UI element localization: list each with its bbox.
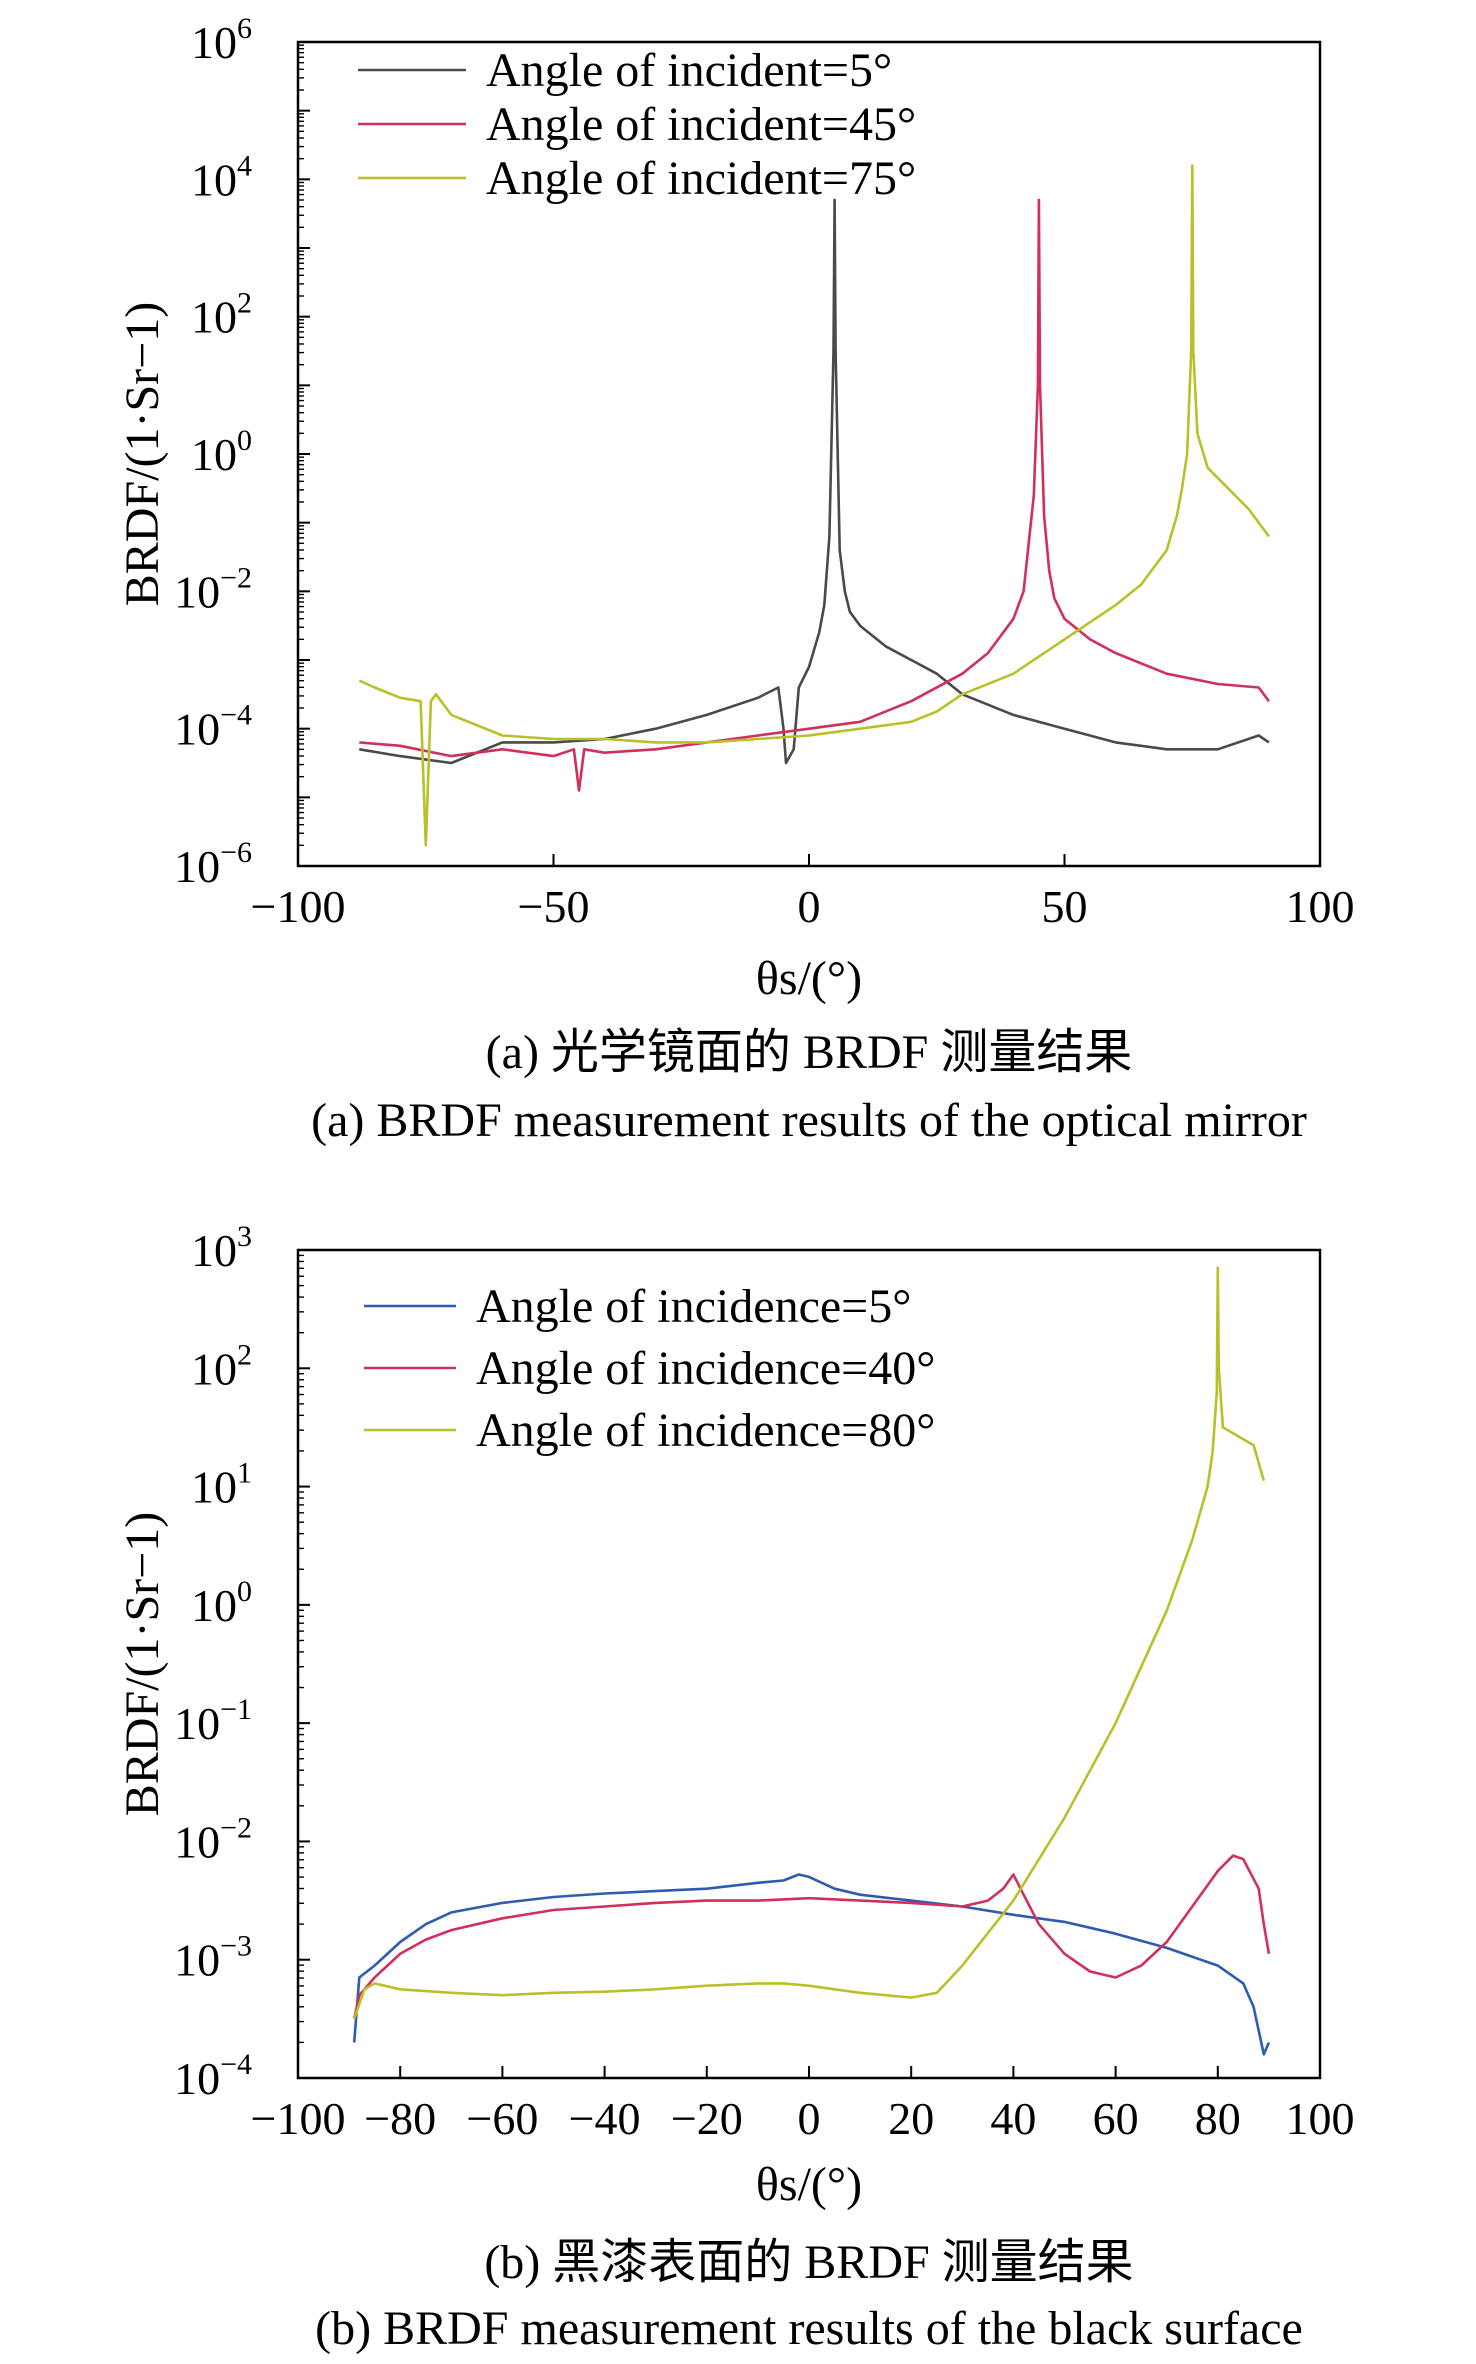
- x-tick-label: −80: [364, 2093, 436, 2144]
- panel-b-chart: −100 −80 −60 −40 −20 0 20 40 60 80 100 10310210110…: [116, 1220, 1355, 2355]
- series-line-1: [359, 198, 1270, 765]
- legend-label-1: Angle of incident=5°: [486, 44, 892, 97]
- x-tick-label: 60: [1093, 2093, 1139, 2144]
- y-tick-label: 100: [191, 1575, 252, 1631]
- legend-label-1: Angle of incidence=5°: [476, 1280, 911, 1333]
- series-line-2: [352, 1854, 1271, 2020]
- series-line-3: [358, 164, 1270, 847]
- panel-a-xlabel: θs/(°): [756, 952, 862, 1005]
- y-tick-label: 10−6: [174, 836, 252, 892]
- panel-b-legend: Angle of incidence=5° Angle of incidence=…: [364, 1280, 935, 1457]
- x-tick-label: 80: [1195, 2093, 1241, 2144]
- series-line-3: [352, 1266, 1266, 2020]
- panel-b-x-ticks: −100 −80 −60 −40 −20 0 20 40 60 80 100: [251, 2066, 1355, 2144]
- y-tick-label: 102: [191, 1338, 252, 1394]
- panel-b-ylabel: BRDF/(1·Sr−1): [116, 1512, 169, 1816]
- y-tick-label: 10−4: [174, 2048, 252, 2104]
- y-tick-label: 100: [191, 424, 252, 480]
- y-tick-label: 104: [191, 149, 252, 205]
- legend-label-2: Angle of incident=45°: [486, 98, 916, 151]
- y-tick-label: 10−4: [174, 699, 252, 755]
- y-tick-label: 10−1: [174, 1693, 252, 1749]
- panel-a-chart: −100 −50 0 50 100 106 104 102 100 10−2 10−4 10−6 A…: [116, 12, 1355, 1147]
- y-tick-label: 10−2: [174, 561, 252, 617]
- x-tick-label: −100: [251, 2093, 346, 2144]
- panel-a-caption-cn: (a) 光学镜面的 BRDF 测量结果: [486, 1026, 1133, 1079]
- x-tick-label: −100: [251, 881, 346, 932]
- panel-b-caption-en: (b) BRDF measurement results of the blac…: [315, 2302, 1303, 2355]
- y-tick-label: 10−3: [174, 1930, 252, 1986]
- legend-label-3: Angle of incidence=80°: [476, 1404, 935, 1457]
- y-tick-label: 10−2: [174, 1811, 252, 1867]
- y-tick-label: 103: [191, 1220, 252, 1276]
- panel-b-series: [352, 1266, 1271, 2056]
- series-line-1: [352, 1873, 1271, 2056]
- panel-a-y-ticks: 106 104 102 100 10−2 10−4 10−6: [174, 12, 310, 892]
- panel-a-series: [358, 164, 1270, 847]
- x-tick-label: −20: [671, 2093, 743, 2144]
- x-tick-label: 100: [1286, 881, 1355, 932]
- legend-label-2: Angle of incidence=40°: [476, 1342, 935, 1395]
- y-tick-label: 106: [191, 12, 252, 68]
- panel-b-y-ticks: 103 102 101 100 10−1 10−2 10−3 10−4: [174, 1220, 310, 2104]
- x-tick-label: −50: [518, 881, 590, 932]
- x-tick-label: −60: [466, 2093, 538, 2144]
- legend-label-3: Angle of incident=75°: [486, 152, 916, 205]
- panel-b-xlabel: θs/(°): [756, 2158, 862, 2211]
- x-tick-label: 20: [888, 2093, 934, 2144]
- y-tick-label: 102: [191, 287, 252, 343]
- panel-a-ylabel: BRDF/(1·Sr−1): [116, 302, 169, 606]
- panel-a-x-ticks: −100 −50 0 50 100: [251, 854, 1355, 932]
- x-tick-label: 0: [798, 2093, 821, 2144]
- x-tick-label: 100: [1286, 2093, 1355, 2144]
- series-line-2: [359, 198, 1270, 792]
- x-tick-label: −40: [569, 2093, 641, 2144]
- panel-b-caption-cn: (b) 黑漆表面的 BRDF 测量结果: [484, 2236, 1133, 2289]
- panel-a-caption-en: (a) BRDF measurement results of the opti…: [311, 1094, 1307, 1147]
- y-tick-label: 101: [191, 1457, 252, 1513]
- x-tick-label: 50: [1042, 881, 1088, 932]
- panel-a-legend: Angle of incident=5°Angle of incident=45…: [358, 44, 916, 205]
- x-tick-label: 40: [990, 2093, 1036, 2144]
- x-tick-label: 0: [798, 881, 821, 932]
